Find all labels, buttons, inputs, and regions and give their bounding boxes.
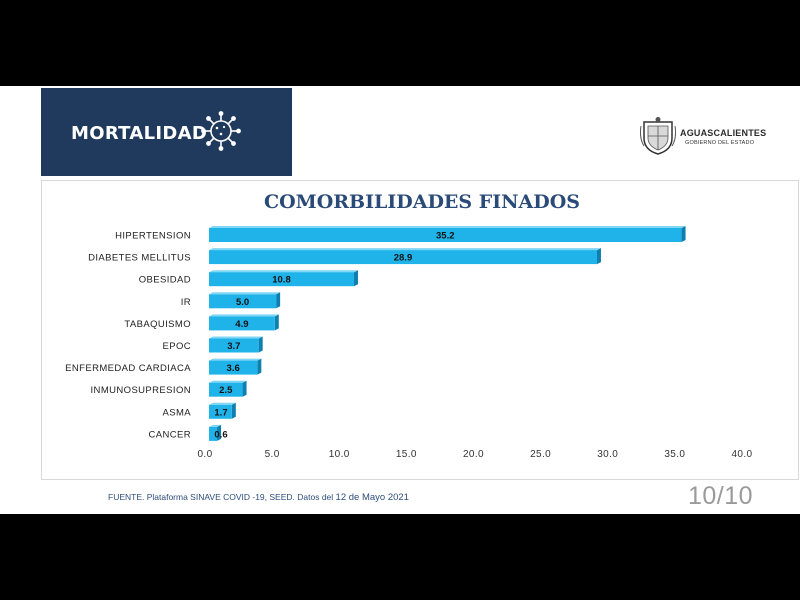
bar-top: [209, 314, 279, 317]
source-date: 12 de Mayo 2021: [335, 492, 409, 503]
category-label: DIABETES MELLITUS: [88, 253, 191, 264]
bar-top: [209, 380, 247, 383]
value-label: 4.9: [235, 319, 248, 330]
bar-side: [274, 314, 279, 331]
bar: [209, 338, 259, 353]
bar-side: [242, 380, 247, 397]
bar: [209, 360, 258, 375]
category-label: ASMA: [162, 407, 191, 418]
logo-subtitle: GOBIERNO DEL ESTADO: [685, 140, 755, 146]
bar-side: [681, 226, 686, 242]
x-tick-label: 25.0: [530, 449, 551, 460]
category-label: EPOC: [162, 341, 191, 352]
category-label: IR: [181, 297, 191, 308]
value-label: 35.2: [436, 231, 455, 242]
bar-top: [209, 358, 262, 361]
bar: [209, 404, 232, 419]
x-tick-label: 20.0: [463, 449, 484, 460]
value-label: 10.8: [272, 275, 291, 286]
category-label: ENFERMEDAD CARDIACA: [65, 363, 191, 374]
bar-top: [209, 292, 281, 295]
page-number: 10/10: [688, 482, 754, 510]
value-label: 3.7: [227, 341, 240, 352]
category-label: CANCER: [148, 429, 191, 440]
x-tick-label: 40.0: [731, 449, 752, 460]
category-label: INMUNOSUPRESION: [91, 385, 191, 396]
section-header: MORTALIDAD: [41, 88, 292, 176]
source-note: FUENTE. Plataforma SINAVE COVID -19, SEE…: [108, 492, 409, 503]
x-tick-label: 35.0: [664, 449, 685, 460]
chart-frame: COMORBILIDADES FINADOS HIPERTENSION 35.2 D…: [41, 180, 799, 480]
value-label: 28.9: [394, 253, 413, 264]
x-tick-label: 30.0: [597, 449, 618, 460]
source-text: FUENTE. Plataforma SINAVE COVID -19, SEE…: [108, 492, 336, 502]
bar: [209, 316, 275, 331]
bar-side: [257, 358, 262, 375]
value-label: 2.5: [219, 385, 233, 396]
bar-top: [209, 226, 686, 228]
category-label: TABAQUISMO: [124, 319, 191, 330]
chart-title: COMORBILIDADES FINADOS: [264, 191, 580, 213]
bar-side: [258, 336, 263, 353]
x-tick-label: 5.0: [265, 449, 280, 460]
bar-side: [353, 270, 358, 287]
value-label: 3.6: [227, 363, 240, 374]
logo-name: AGUASCALIENTES: [680, 128, 767, 138]
bar: [209, 382, 243, 397]
section-title: MORTALIDAD: [71, 123, 208, 144]
bar-side: [217, 424, 222, 441]
slide: MORTALIDAD: [0, 86, 800, 514]
bar-side: [596, 248, 601, 265]
value-label: 0.6: [214, 429, 227, 440]
value-label: 5.0: [236, 297, 249, 308]
bar-top: [209, 336, 263, 339]
bar: [209, 228, 682, 242]
bar-side: [231, 402, 236, 419]
comorbidity-chart: COMORBILIDADES FINADOS HIPERTENSION 35.2 D…: [65, 191, 752, 460]
category-label: OBESIDAD: [139, 275, 191, 286]
state-logo: AGUASCALIENTES GOBIERNO DEL ESTADO: [640, 116, 767, 158]
bar-top: [209, 424, 222, 427]
value-label: 1.7: [214, 407, 227, 418]
bar-top: [209, 402, 236, 405]
bar: [209, 272, 354, 287]
bar: [209, 294, 277, 309]
state-crest-icon: [640, 117, 676, 155]
virus-icon: [201, 111, 241, 151]
x-tick-label: 15.0: [396, 449, 417, 460]
x-tick-label: 0.0: [197, 449, 212, 460]
bar-top: [209, 248, 601, 251]
bar: [209, 426, 218, 441]
x-tick-label: 10.0: [329, 449, 350, 460]
bar-side: [276, 292, 281, 309]
bar-top: [209, 270, 358, 273]
category-label: HIPERTENSION: [115, 231, 191, 242]
bar: [209, 250, 597, 265]
